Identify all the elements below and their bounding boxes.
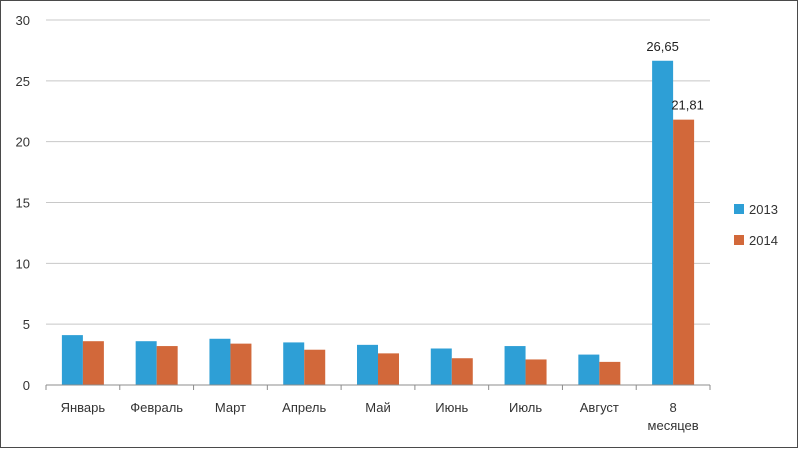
bar-2014-2 xyxy=(230,343,252,385)
bar-2014-6 xyxy=(525,359,547,385)
data-label-2013: 26,65 xyxy=(646,39,679,54)
bar-2013-5 xyxy=(430,348,452,385)
x-tick-label: Май xyxy=(365,400,390,415)
bar-2014-8 xyxy=(673,119,695,386)
bar-2014-5 xyxy=(451,358,473,385)
bar-2013-8 xyxy=(652,60,674,386)
x-tick-label: Август xyxy=(580,400,619,415)
x-tick-label: Март xyxy=(215,400,246,415)
y-tick-label: 25 xyxy=(16,74,30,89)
x-tick-label: Июль xyxy=(509,400,542,415)
x-tick-label: 8 месяцев xyxy=(648,400,699,433)
x-tick-label: Июнь xyxy=(435,400,468,415)
x-axis xyxy=(45,384,711,390)
legend-swatch-2014 xyxy=(734,235,744,245)
y-tick-label: 20 xyxy=(16,135,30,150)
bar-2014-1 xyxy=(156,346,178,385)
bar-2013-7 xyxy=(578,354,600,385)
bar-2013-0 xyxy=(61,335,83,385)
y-tick-label: 5 xyxy=(23,317,30,332)
bars xyxy=(61,60,695,386)
legend-label-2014: 2014 xyxy=(749,233,778,248)
x-axis-tick-labels: Январь Февраль Март Апрель Май Июнь Июль Август… xyxy=(61,400,699,433)
y-tick-label: 30 xyxy=(16,13,30,28)
bar-2013-6 xyxy=(504,346,526,385)
bar-2013-1 xyxy=(135,341,157,385)
legend: 2013 2014 xyxy=(734,202,778,248)
bar-2013-2 xyxy=(209,338,231,385)
bar-2014-7 xyxy=(599,361,621,385)
bar-2014-0 xyxy=(82,341,104,385)
x-tick-label: Апрель xyxy=(282,400,326,415)
y-tick-label: 10 xyxy=(16,256,30,271)
legend-swatch-2013 xyxy=(734,204,744,214)
bar-2014-4 xyxy=(378,353,399,385)
y-tick-label: 0 xyxy=(23,378,30,393)
bar-2013-3 xyxy=(283,342,305,385)
bar-2014-3 xyxy=(304,349,326,385)
y-tick-label: 15 xyxy=(16,196,30,211)
x-tick-label: Январь xyxy=(61,400,106,415)
y-axis-tick-labels: 0 5 10 15 20 25 30 xyxy=(16,13,30,393)
gridlines xyxy=(46,19,710,325)
data-label-2014: 21,81 xyxy=(671,98,704,113)
bar-2013-4 xyxy=(357,344,378,385)
x-tick-label: Февраль xyxy=(130,400,183,415)
legend-label-2013: 2013 xyxy=(749,202,778,217)
data-labels: 26,65 21,81 xyxy=(646,39,704,113)
